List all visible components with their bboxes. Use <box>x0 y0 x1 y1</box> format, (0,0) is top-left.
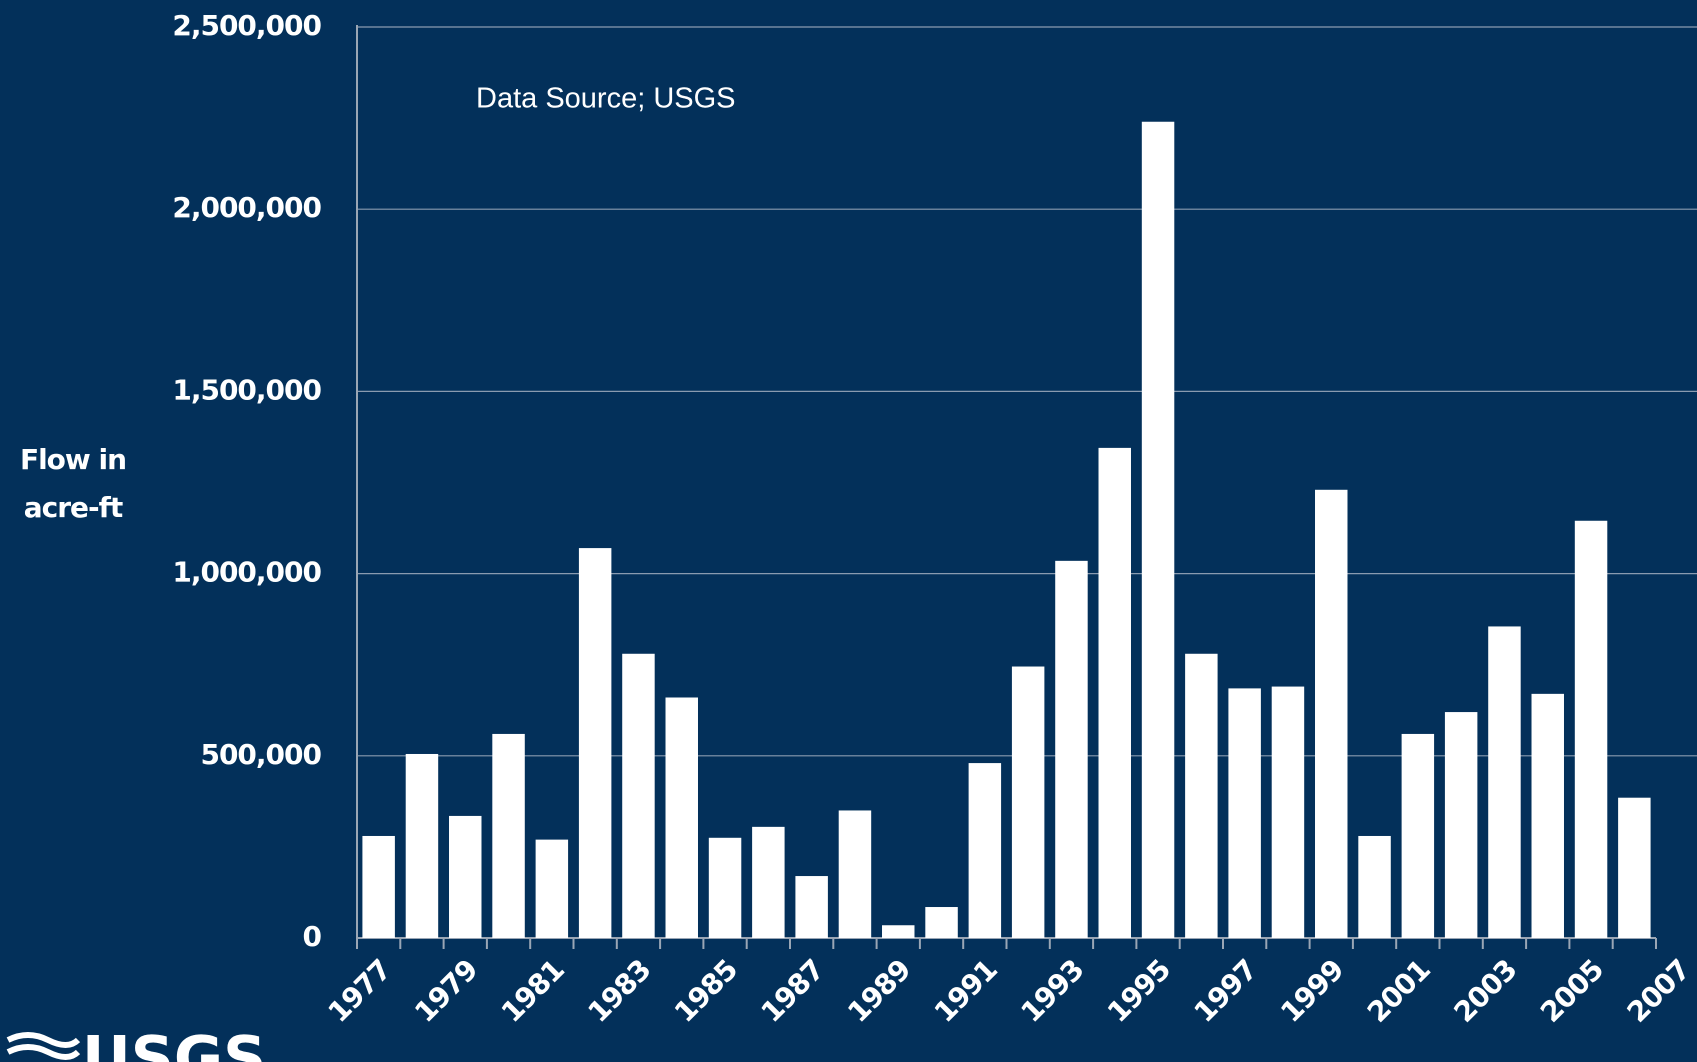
bar <box>1618 797 1651 938</box>
bar <box>968 763 1002 938</box>
logo: USGS <box>6 1024 266 1062</box>
bar <box>492 733 525 938</box>
y-axis-label: acre-ft <box>24 491 123 524</box>
y-tick-label: 2,500,000 <box>172 9 321 42</box>
bar <box>1574 520 1608 938</box>
bar <box>1488 626 1521 938</box>
y-axis-label: Flow in <box>20 443 126 476</box>
bar <box>882 925 915 938</box>
bar <box>1531 693 1564 938</box>
bar <box>1271 686 1305 938</box>
y-tick-label: 500,000 <box>200 738 321 771</box>
bar <box>795 876 828 938</box>
bar <box>1011 666 1045 938</box>
bar <box>1228 688 1261 938</box>
bar <box>1185 653 1218 938</box>
bar <box>535 839 569 938</box>
logo-mark <box>6 1032 81 1060</box>
bar <box>1315 489 1348 938</box>
y-tick-label: 1,000,000 <box>172 556 321 589</box>
bar <box>708 837 742 938</box>
y-tick-label: 2,000,000 <box>172 191 321 224</box>
bar <box>752 826 785 938</box>
logo-text: USGS <box>82 1024 266 1062</box>
bar <box>838 810 872 938</box>
bar <box>925 907 958 938</box>
bar <box>1098 447 1131 938</box>
bar <box>1444 712 1478 938</box>
bar <box>1055 560 1088 938</box>
bar <box>362 835 395 938</box>
bar <box>449 815 482 938</box>
y-tick-label: 1,500,000 <box>172 373 321 406</box>
bar <box>578 548 612 938</box>
y-tick-label: 0 <box>303 920 322 953</box>
bar <box>405 753 439 938</box>
bar <box>1141 121 1175 938</box>
bar <box>665 697 698 938</box>
bar <box>1358 835 1391 938</box>
bar <box>622 653 655 938</box>
bar <box>1401 733 1435 938</box>
annotation: Data Source; USGS <box>476 83 736 115</box>
